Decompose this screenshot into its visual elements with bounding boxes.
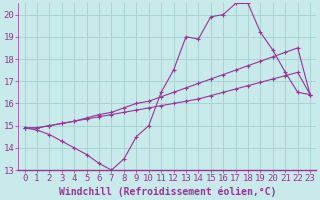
X-axis label: Windchill (Refroidissement éolien,°C): Windchill (Refroidissement éolien,°C) <box>59 186 276 197</box>
